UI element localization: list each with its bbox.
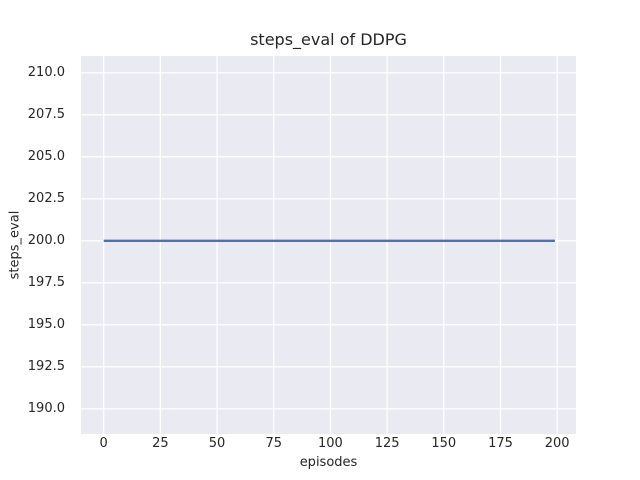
y-tick-label: 202.5 — [27, 190, 65, 206]
y-tick-label: 210.0 — [27, 64, 65, 80]
x-tick-label: 0 — [99, 436, 108, 451]
x-tick-label: 25 — [152, 436, 169, 451]
plot-area — [81, 56, 576, 434]
chart-title: steps_eval of DDPG — [250, 30, 407, 49]
y-tick-label: 207.5 — [27, 106, 65, 122]
x-tick-label: 75 — [265, 436, 283, 451]
y-tick-label: 192.5 — [27, 358, 65, 374]
gridlines — [81, 56, 576, 434]
plot-canvas — [81, 56, 576, 434]
x-tick-label: 200 — [544, 436, 570, 451]
x-tick-label: 125 — [374, 436, 400, 451]
x-tick-label: 150 — [431, 436, 457, 451]
x-tick-label: 100 — [318, 436, 343, 451]
y-tick-label: 195.0 — [27, 316, 65, 332]
x-tick-label: 175 — [488, 436, 513, 451]
y-tick-label: 197.5 — [27, 274, 65, 290]
x-axis-label: episodes — [299, 455, 358, 470]
y-tick-label: 200.0 — [27, 232, 65, 248]
y-tick-label: 205.0 — [27, 148, 65, 164]
y-axis-label: steps_eval — [7, 210, 23, 280]
y-tick-label: 190.0 — [27, 400, 65, 416]
x-tick-label: 50 — [208, 436, 226, 451]
